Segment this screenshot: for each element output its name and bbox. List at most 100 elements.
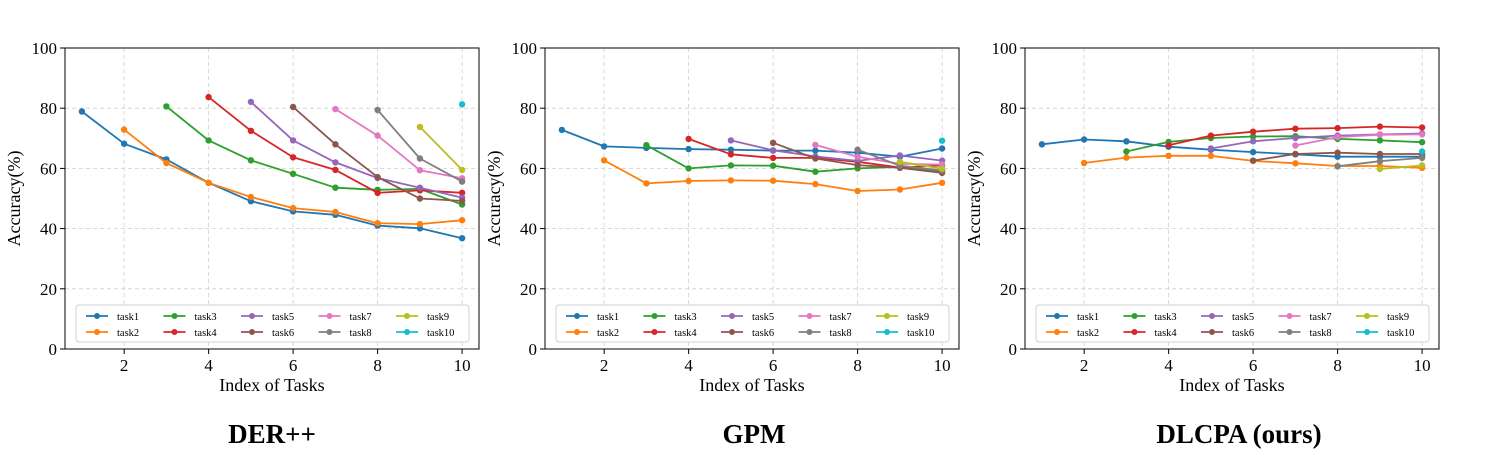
data-point-task9 [416, 123, 424, 131]
data-point-task4 [1249, 128, 1257, 135]
data-point-task2 [163, 159, 170, 167]
data-point-task3 [289, 170, 297, 177]
legend-label: task4 [195, 328, 218, 339]
data-point-task7 [812, 141, 819, 149]
y-tick-label: 20 [1000, 280, 1017, 299]
legend-item-task4: task4 [643, 328, 697, 339]
data-point-task2 [685, 177, 692, 185]
data-point-task6 [289, 103, 297, 111]
data-point-task1 [120, 140, 128, 147]
x-axis-label: Index of Tasks [1179, 375, 1284, 395]
legend-label: task9 [427, 312, 449, 323]
series-line-task7 [815, 144, 943, 166]
data-point-task4 [1334, 124, 1341, 132]
panel-title: DLCPA (ours) [1156, 419, 1321, 449]
panel-1: 0 20 40 60 80 100 2 4 6 8 10 Index of Tasks Accuracy… [4, 39, 480, 449]
legend-item-task5: task5 [721, 312, 774, 323]
data-point-task1 [458, 235, 466, 242]
data-point-task2 [896, 186, 904, 193]
series-line-task1 [81, 110, 463, 240]
x-tick-label: 2 [1080, 356, 1089, 375]
legend-item-task3: task3 [1123, 312, 1177, 323]
legend-label: task10 [907, 328, 934, 339]
legend-label: task8 [1310, 328, 1332, 339]
panel-title: GPM [723, 419, 786, 449]
y-tick-label: 40 [40, 220, 57, 239]
data-point-task8 [458, 178, 466, 185]
data-point-task1 [1123, 138, 1130, 145]
data-point-task3 [163, 103, 170, 110]
data-point-task1 [1080, 136, 1088, 143]
legend: task1 task2 task3 task4 task5 task6 task7 task8… [1035, 304, 1430, 343]
x-tick-label: 6 [1249, 356, 1258, 375]
legend-label: task3 [1155, 312, 1177, 323]
data-point-task9 [1376, 165, 1384, 173]
legend-marker [1364, 329, 1370, 335]
data-point-task8 [1418, 154, 1426, 162]
legend-item-task9: task9 [396, 312, 449, 323]
legend-label: task2 [117, 328, 139, 339]
data-point-task4 [374, 189, 381, 196]
legend-item-task9: task9 [1356, 312, 1409, 323]
legend-marker [1286, 329, 1293, 335]
y-tick-label: 100 [512, 39, 538, 58]
legend-label: task5 [752, 312, 774, 323]
data-point-task6 [1376, 150, 1384, 158]
legend-item-task6: task6 [721, 328, 774, 339]
legend-label: task2 [597, 328, 619, 339]
data-point-task10 [458, 101, 466, 108]
series-line-task7 [334, 108, 463, 180]
x-tick-label: 4 [684, 356, 693, 375]
data-point-task8 [1334, 163, 1341, 170]
legend-marker [249, 329, 255, 335]
data-point-task6 [1249, 157, 1257, 164]
legend: task1 task2 task3 task4 task5 task6 task7 task8… [75, 304, 470, 343]
legend-marker [1131, 313, 1138, 319]
legend-marker [326, 329, 333, 335]
y-axis-label: Accuracy(%) [964, 151, 985, 247]
legend-label: task4 [1155, 328, 1178, 339]
data-point-task3 [1376, 137, 1384, 144]
series-line-task5 [730, 139, 943, 162]
data-point-task8 [416, 155, 424, 162]
x-tick-label: 10 [1414, 356, 1431, 375]
legend-item-task9: task9 [876, 312, 929, 323]
legend-marker [574, 313, 580, 319]
legend-item-task10: task10 [1356, 328, 1414, 339]
legend-item-task1: task1 [1046, 312, 1099, 323]
data-point-task2 [1292, 160, 1299, 167]
y-tick-label: 60 [1000, 159, 1017, 178]
legend-item-task6: task6 [1201, 328, 1254, 339]
legend-label: task6 [752, 328, 774, 339]
series-line-task5 [250, 101, 463, 199]
data-point-task1 [938, 145, 946, 152]
data-point-task8 [1376, 158, 1384, 165]
legend-marker [884, 329, 890, 335]
series-line-task1 [561, 129, 943, 158]
legend-item-task5: task5 [1201, 312, 1254, 323]
data-point-task5 [416, 184, 424, 191]
y-tick-label: 80 [1000, 99, 1017, 118]
legend-label: task3 [675, 312, 697, 323]
y-tick-label: 40 [1000, 220, 1017, 239]
data-point-task3 [643, 142, 650, 149]
x-tick-label: 6 [769, 356, 778, 375]
panel-2: 0 20 40 60 80 100 2 4 6 8 10 Index of Tasks Accuracy… [484, 39, 960, 449]
data-point-task2 [247, 193, 255, 201]
legend-marker [171, 329, 178, 335]
legend-marker [1209, 313, 1215, 319]
data-point-task3 [685, 165, 692, 172]
data-point-task4 [1418, 124, 1426, 131]
data-point-task9 [896, 158, 904, 165]
data-point-task5 [769, 147, 777, 154]
series-line-task9 [419, 126, 463, 171]
axes-frame [1024, 47, 1440, 350]
data-point-task3 [769, 162, 777, 169]
data-point-task4 [458, 189, 466, 196]
data-point-task3 [812, 168, 819, 175]
data-point-task5 [1292, 134, 1299, 142]
series-line-task7 [1295, 133, 1423, 147]
data-point-task2 [854, 187, 861, 195]
legend-marker [806, 313, 813, 319]
data-point-task1 [727, 146, 735, 153]
